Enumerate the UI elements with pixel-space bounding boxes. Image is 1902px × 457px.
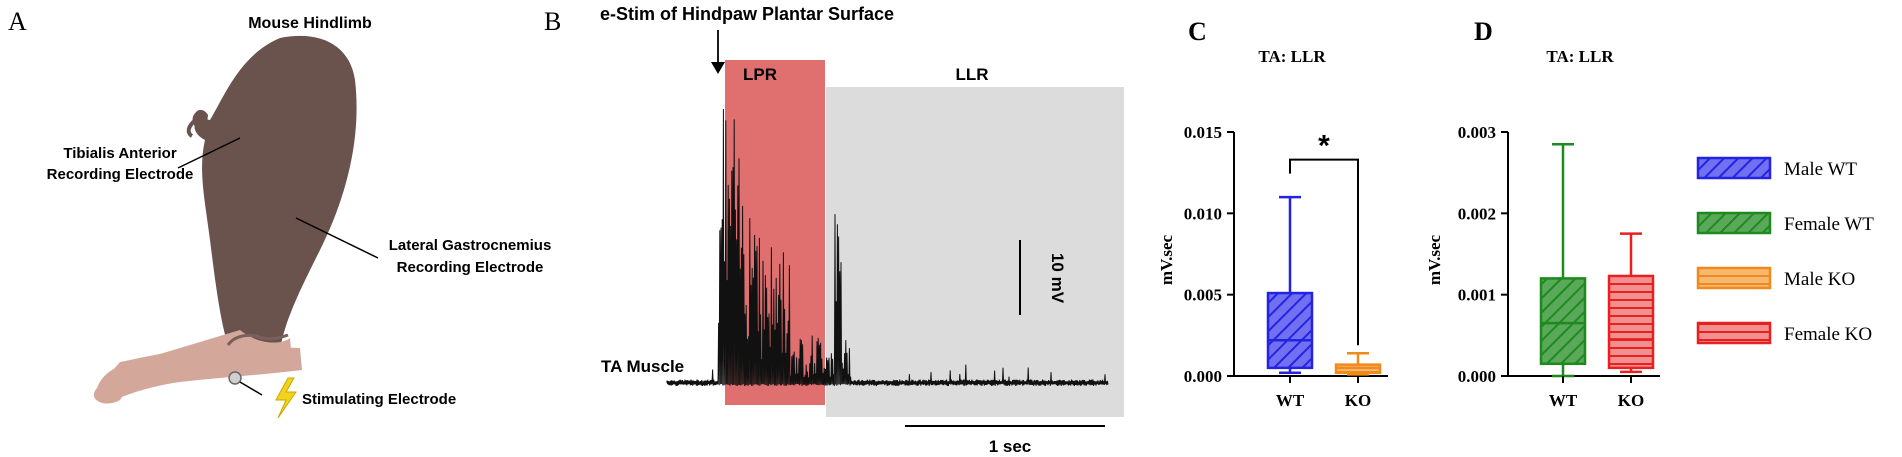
legend-item: Female KO [1696, 321, 1872, 345]
legend-item: Male WT [1696, 156, 1857, 180]
box-ko [1334, 351, 1382, 376]
panel-c-letter: C [1188, 17, 1207, 46]
legend-label: Female KO [1784, 324, 1872, 345]
y-tick-label: 0.000 [1458, 367, 1496, 386]
x-tick-label: KO [1618, 391, 1644, 410]
y-tick-label: 0.000 [1184, 367, 1222, 386]
y-tick-label: 0.015 [1184, 123, 1222, 142]
box-wt [1266, 195, 1314, 374]
legend: Male WT Female WT Male KO Female KO [1696, 156, 1874, 345]
panel-d-ylabel: mV.sec [1425, 234, 1444, 285]
y-tick-label: 0.002 [1458, 204, 1496, 223]
lg-electrode-pointer [295, 217, 379, 259]
ta-electrode-label-line1: Tibialis Anterior [63, 145, 177, 162]
x-tick-label: WT [1276, 391, 1305, 410]
legend-label: Female WT [1784, 214, 1874, 235]
llr-label: LLR [955, 65, 988, 84]
time-scale-label: 1 sec [989, 437, 1032, 456]
emg-trace [666, 108, 1109, 387]
legend-label: Male WT [1784, 159, 1857, 180]
trace-label: TA Muscle [601, 357, 684, 376]
legend-swatch [1696, 156, 1772, 180]
panel-c-title: TA: LLR [1258, 47, 1326, 66]
significance-star: * [1318, 130, 1330, 163]
legend-swatch [1696, 211, 1772, 235]
panel-b-letter: B [544, 7, 561, 36]
box-iqr [1539, 277, 1587, 366]
legend-swatch [1696, 266, 1772, 290]
y-tick-label: 0.003 [1458, 123, 1496, 142]
electrode-dot-icon [228, 371, 242, 385]
x-tick-label: KO [1345, 391, 1371, 410]
box-iqr [1607, 274, 1655, 370]
panel-c-ylabel: mV.sec [1157, 234, 1176, 285]
lg-electrode-label-line2: Recording Electrode [397, 259, 544, 276]
panel-b: B e-Stim of Hindpaw Plantar Surface LPR … [544, 4, 1124, 456]
panel-b-title: e-Stim of Hindpaw Plantar Surface [600, 4, 894, 24]
box-wt [1539, 142, 1587, 378]
box-ko [1607, 232, 1655, 374]
box-iqr [1266, 291, 1314, 370]
ta-electrode-pointer [177, 137, 241, 169]
stim-electrode-label: Stimulating Electrode [302, 391, 456, 408]
y-tick-label: 0.005 [1184, 286, 1222, 305]
panel-a-title: Mouse Hindlimb [248, 15, 372, 32]
stim-arrow-head-icon [711, 62, 725, 74]
legend-label: Male KO [1784, 269, 1855, 290]
lpr-label: LPR [743, 65, 777, 84]
llr-region [826, 87, 1124, 417]
ta-electrode-label-line2: Recording Electrode [47, 166, 194, 183]
panel-c: C TA: LLR mV.sec 0.000 0.005 0.010 0.015 WT K… [1157, 17, 1388, 410]
panel-a-letter: A [8, 7, 27, 36]
panel-a: A Mouse Hindlimb Tibialis Anterior Recor… [8, 7, 552, 419]
panel-d: D TA: LLR mV.sec 0.000 0.001 0.002 0.003 WT K… [1425, 17, 1660, 410]
panel-d-letter: D [1474, 17, 1493, 46]
legend-item: Female WT [1696, 211, 1874, 235]
legend-swatch [1696, 321, 1772, 345]
x-tick-label: WT [1549, 391, 1578, 410]
panel-d-title: TA: LLR [1546, 47, 1614, 66]
significance-bracket [1289, 158, 1359, 346]
lg-electrode-label-line1: Lateral Gastrocnemius [389, 237, 552, 254]
voltage-scale-label: 10 mV [1048, 253, 1067, 304]
y-tick-label: 0.010 [1184, 204, 1222, 223]
y-tick-label: 0.001 [1458, 286, 1496, 305]
lightning-bolt-icon [275, 377, 297, 419]
hindlimb-illustration [93, 35, 357, 404]
stim-electrode-pointer [239, 381, 263, 396]
legend-item: Male KO [1696, 266, 1855, 290]
